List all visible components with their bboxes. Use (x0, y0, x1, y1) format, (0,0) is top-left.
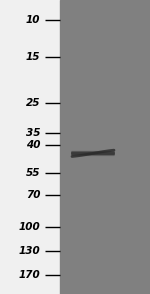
Text: 15: 15 (26, 51, 40, 61)
Bar (0, 0, 60, 294)
Text: 130: 130 (19, 246, 40, 256)
Text: 40: 40 (26, 140, 40, 150)
Text: 10: 10 (26, 15, 40, 25)
Text: 100: 100 (19, 222, 40, 232)
Text: 55: 55 (26, 168, 40, 178)
Text: 25: 25 (26, 98, 40, 108)
Text: 170: 170 (19, 270, 40, 280)
Text: 35: 35 (26, 128, 40, 138)
Bar (60, 0, 150, 294)
Text: 70: 70 (26, 190, 40, 200)
